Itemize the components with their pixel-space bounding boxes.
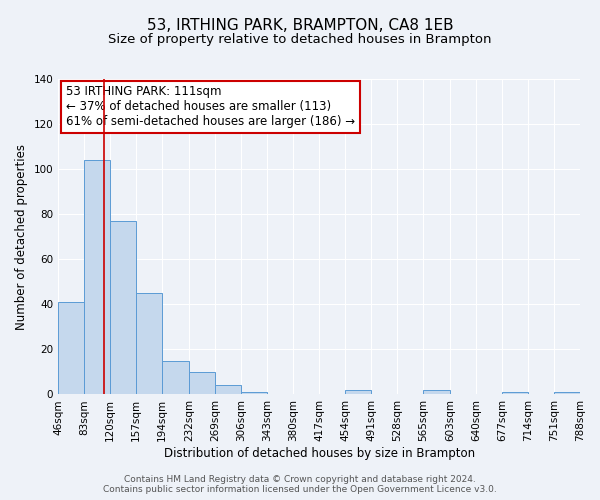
Text: Size of property relative to detached houses in Brampton: Size of property relative to detached ho… <box>108 32 492 46</box>
X-axis label: Distribution of detached houses by size in Brampton: Distribution of detached houses by size … <box>164 447 475 460</box>
Bar <box>189 372 215 394</box>
Text: 53 IRTHING PARK: 111sqm
← 37% of detached houses are smaller (113)
61% of semi-d: 53 IRTHING PARK: 111sqm ← 37% of detache… <box>66 86 355 128</box>
Bar <box>58 302 84 394</box>
Text: Contains HM Land Registry data © Crown copyright and database right 2024.
Contai: Contains HM Land Registry data © Crown c… <box>103 474 497 494</box>
Bar <box>345 390 371 394</box>
Bar <box>84 160 110 394</box>
Bar <box>215 386 241 394</box>
Text: 53, IRTHING PARK, BRAMPTON, CA8 1EB: 53, IRTHING PARK, BRAMPTON, CA8 1EB <box>146 18 454 32</box>
Bar <box>136 293 162 394</box>
Bar <box>110 221 136 394</box>
Y-axis label: Number of detached properties: Number of detached properties <box>15 144 28 330</box>
Bar <box>162 360 189 394</box>
Bar <box>502 392 528 394</box>
Bar <box>423 390 450 394</box>
Bar <box>554 392 580 394</box>
Bar <box>241 392 267 394</box>
